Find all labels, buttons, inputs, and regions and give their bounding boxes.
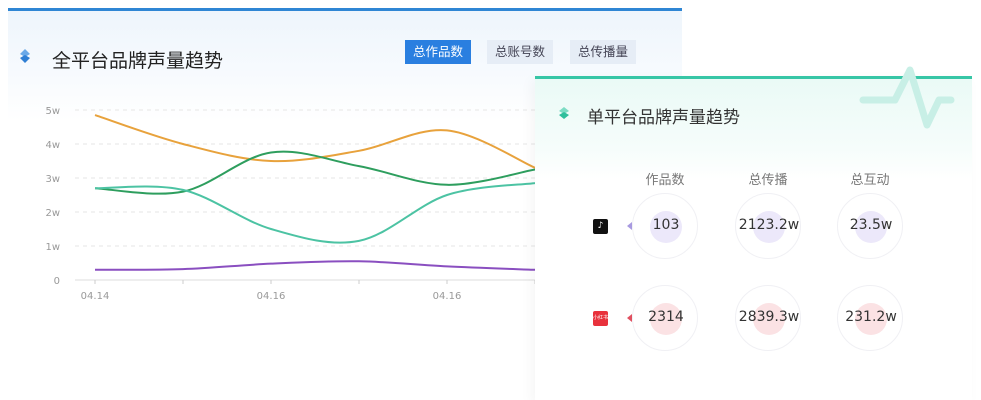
series-line-2 <box>94 182 535 244</box>
tab-total-accounts[interactable]: 总账号数 <box>487 40 554 64</box>
metric-value: 23.5w <box>849 217 893 233</box>
metric-circle: 2123.2w <box>735 193 801 259</box>
x-tick-label: 04.16 <box>257 291 286 302</box>
metric-value: 231.2w <box>845 309 897 325</box>
panel-title: 单平台品牌声量趋势 <box>587 108 740 128</box>
metric-circle: 2314 <box>632 285 698 351</box>
y-tick-label: 0 <box>54 276 60 287</box>
metric-circle: 103 <box>632 193 698 259</box>
series-line-3 <box>94 260 535 271</box>
diamond-icon <box>20 49 30 63</box>
platform-row-douyin: ♪ 103 2123.2w 23.5w <box>535 193 972 263</box>
metric-value: 2314 <box>648 309 684 325</box>
metric-value: 2123.2w <box>738 217 800 233</box>
x-tick-label: 04.14 <box>81 291 110 302</box>
metric-circle: 2839.3w <box>735 285 801 351</box>
single-platform-trend-card: 单平台品牌声量趋势 作品数 总传播 总互动 ♪ 103 2123.2w 23.5w 小… <box>535 66 972 400</box>
column-header: 总传播 <box>748 173 788 188</box>
metric-circle: 23.5w <box>837 193 903 259</box>
caret-left-icon <box>627 222 632 230</box>
tiktok-icon: ♪ <box>593 219 608 234</box>
y-tick-label: 4w <box>45 140 60 151</box>
xiaohongshu-icon: 小红书 <box>593 311 608 326</box>
metric-circle: 231.2w <box>837 285 903 351</box>
y-tick-label: 3w <box>45 174 60 185</box>
metric-value: 2839.3w <box>738 309 800 325</box>
pulse-decoration-icon <box>859 66 955 129</box>
x-tick-label: 04.16 <box>433 291 462 302</box>
series-line-1 <box>94 150 535 195</box>
y-tick-label: 5w <box>45 106 60 117</box>
column-header: 总互动 <box>850 173 890 188</box>
tab-total-works[interactable]: 总作品数 <box>405 40 472 64</box>
caret-left-icon <box>627 314 632 322</box>
metric-value: 103 <box>652 217 680 233</box>
y-tick-label: 1w <box>45 242 60 253</box>
tab-total-spread[interactable]: 总传播量 <box>570 40 637 64</box>
y-tick-label: 2w <box>45 208 60 219</box>
platform-row-xiaohongshu: 小红书 2314 2839.3w 231.2w <box>535 285 972 355</box>
series-line-0 <box>94 114 535 169</box>
diamond-icon <box>559 107 569 119</box>
column-header: 作品数 <box>645 173 685 188</box>
panel-title: 全平台品牌声量趋势 <box>52 50 224 72</box>
